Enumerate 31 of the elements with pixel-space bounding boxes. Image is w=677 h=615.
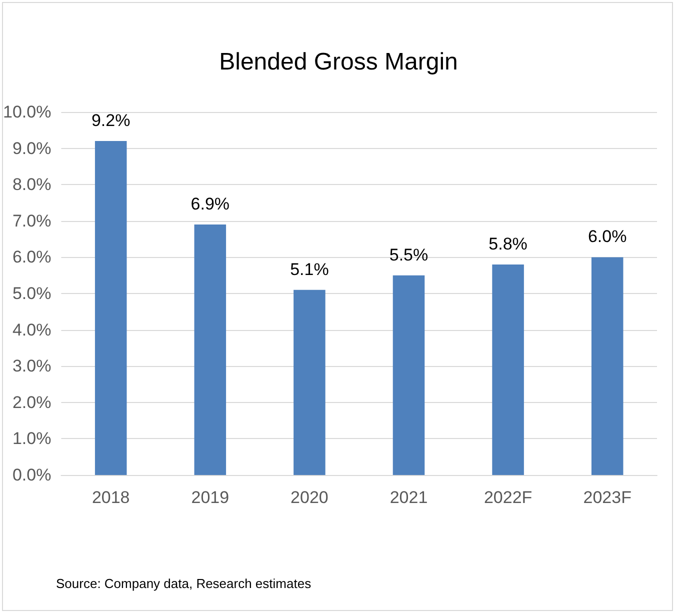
y-tick-label: 3.0% bbox=[12, 356, 52, 376]
x-tick-label: 2023F bbox=[583, 488, 632, 507]
bar bbox=[392, 275, 425, 475]
y-tick-label: 4.0% bbox=[12, 320, 52, 340]
data-label: 5.1% bbox=[290, 260, 329, 279]
y-tick-label: 0.0% bbox=[12, 466, 52, 484]
data-label: 5.8% bbox=[488, 234, 528, 254]
y-tick-label: 8.0% bbox=[12, 175, 52, 194]
bar bbox=[492, 264, 524, 475]
y-tick-label: 2.0% bbox=[12, 392, 52, 412]
x-tick-label: 2022F bbox=[484, 488, 532, 507]
y-tick-label: 6.0% bbox=[12, 248, 52, 267]
y-tick-label: 1.0% bbox=[12, 429, 52, 448]
chart-title: Blended Gross Margin bbox=[219, 48, 458, 76]
bar bbox=[194, 224, 226, 475]
x-tick-label: 2018 bbox=[92, 488, 130, 507]
data-label: 5.5% bbox=[389, 245, 428, 264]
y-tick-label: 5.0% bbox=[12, 284, 52, 303]
y-tick-label: 7.0% bbox=[12, 211, 52, 230]
data-label: 9.2% bbox=[91, 111, 130, 130]
y-tick-label: 10.0% bbox=[3, 102, 52, 122]
y-tick-label: 9.0% bbox=[12, 138, 52, 158]
bar bbox=[591, 257, 624, 475]
x-tick-label: 2020 bbox=[290, 488, 328, 507]
bar bbox=[94, 141, 127, 475]
data-label: 6.0% bbox=[588, 227, 627, 246]
data-label: 6.9% bbox=[190, 194, 230, 214]
x-tick-label: 2019 bbox=[191, 488, 230, 507]
source-note: Source: Company data, Research estimates bbox=[56, 576, 312, 591]
x-tick-label: 2021 bbox=[390, 488, 428, 507]
bar bbox=[294, 290, 326, 475]
